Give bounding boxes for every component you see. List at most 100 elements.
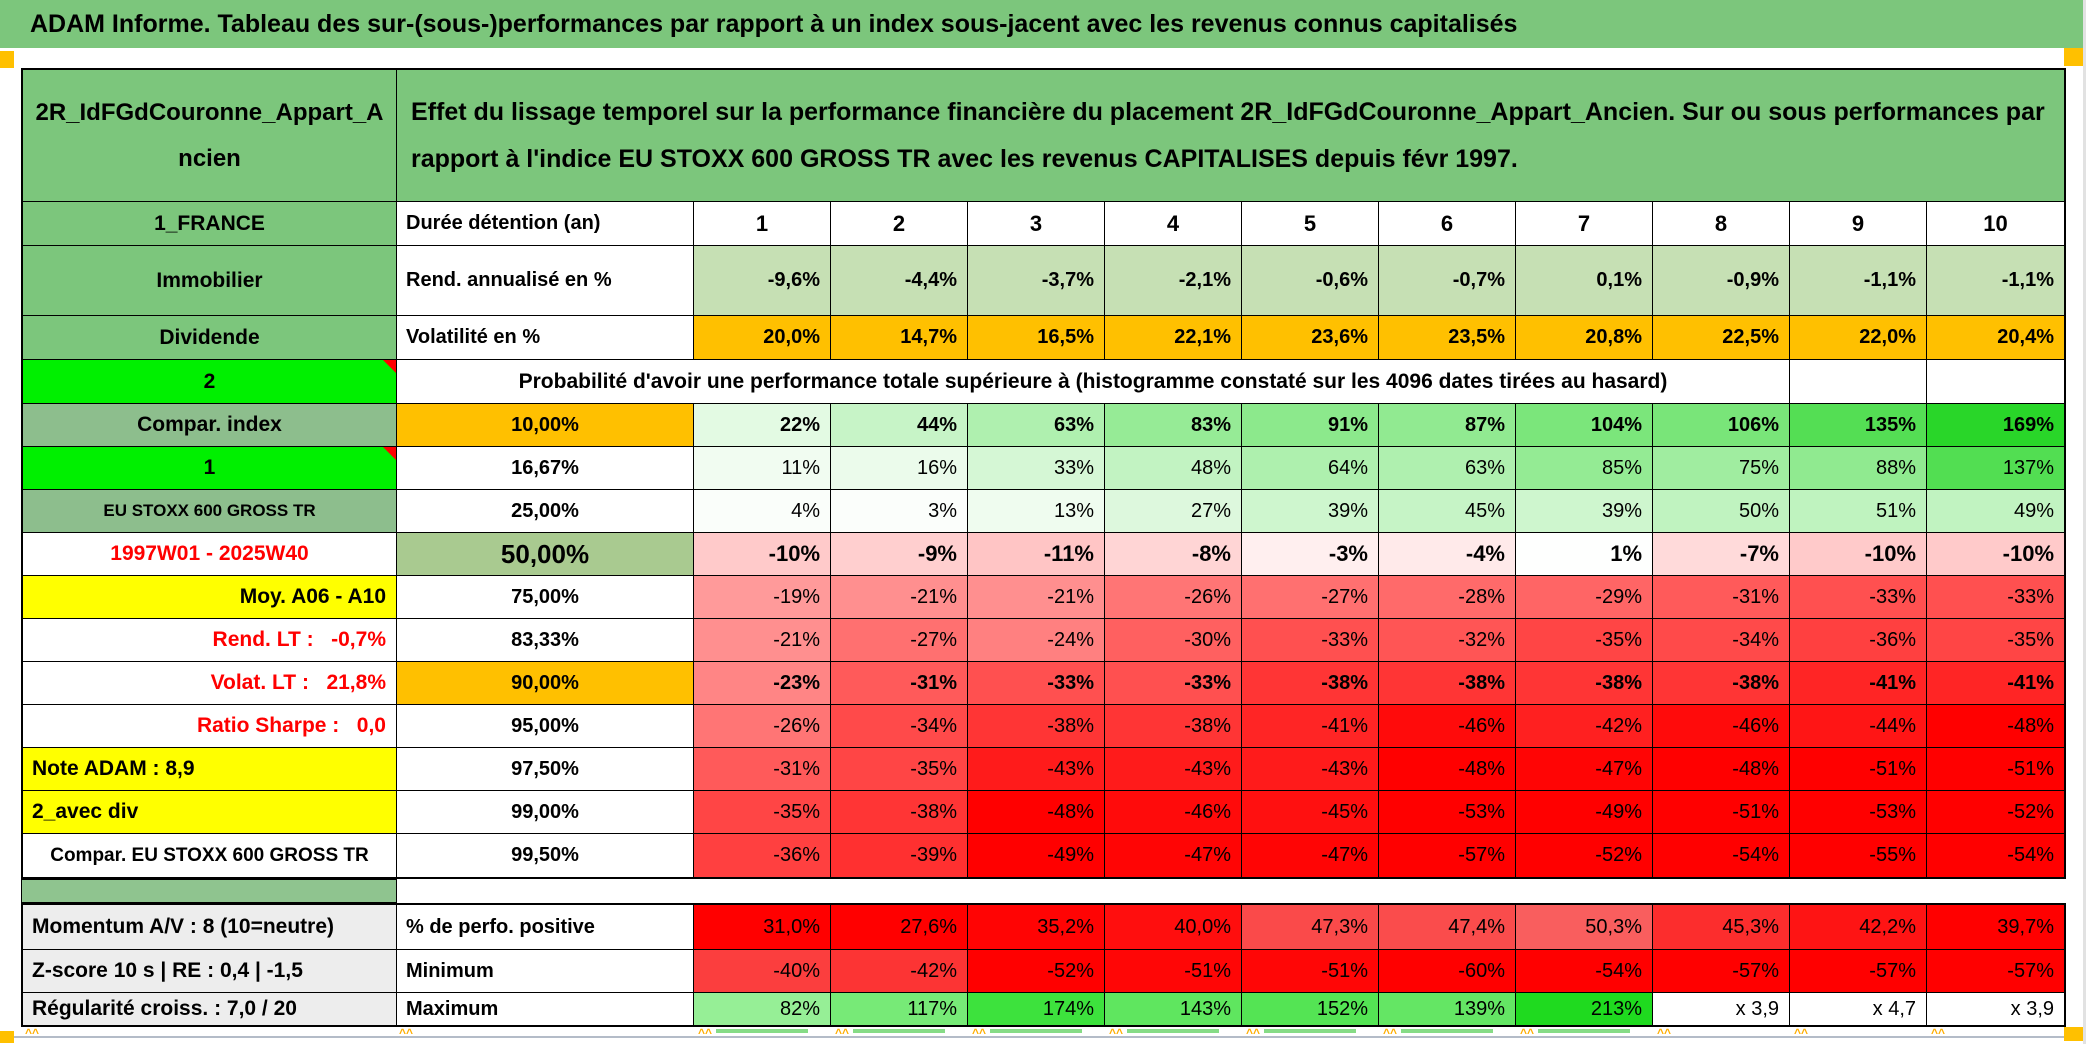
value-cell[interactable]: -10% xyxy=(694,533,831,575)
value-cell[interactable]: 10 xyxy=(1927,202,2064,245)
value-cell[interactable]: -57% xyxy=(1379,834,1516,877)
value-cell[interactable]: -21% xyxy=(968,576,1105,618)
value-cell[interactable]: 22,0% xyxy=(1790,316,1927,359)
metric-label-cell[interactable]: 10,00% xyxy=(397,404,694,446)
value-cell[interactable]: -54% xyxy=(1927,834,2064,877)
value-cell[interactable]: 64% xyxy=(1242,447,1379,489)
value-cell[interactable]: -57% xyxy=(1790,950,1927,992)
value-cell[interactable]: -43% xyxy=(968,748,1105,790)
value-cell[interactable]: -48% xyxy=(1379,748,1516,790)
value-cell[interactable]: -34% xyxy=(1653,619,1790,661)
value-cell[interactable]: 45% xyxy=(1379,490,1516,532)
value-cell[interactable]: 4% xyxy=(694,490,831,532)
value-cell[interactable]: 20,8% xyxy=(1516,316,1653,359)
value-cell[interactable]: 1% xyxy=(1516,533,1653,575)
value-cell[interactable]: 63% xyxy=(968,404,1105,446)
value-cell[interactable]: 50,3% xyxy=(1516,905,1653,949)
row-label-cell[interactable]: 2_avec div xyxy=(23,791,397,833)
row-label-cell[interactable]: Z-score 10 s | RE : 0,4 | -1,5 xyxy=(23,950,397,992)
value-cell[interactable]: 27% xyxy=(1105,490,1242,532)
value-cell[interactable]: 23,6% xyxy=(1242,316,1379,359)
value-cell[interactable]: -51% xyxy=(1242,950,1379,992)
value-cell[interactable]: -39% xyxy=(831,834,968,877)
value-cell[interactable]: -3% xyxy=(1242,533,1379,575)
row-label-cell[interactable]: Ratio Sharpe : 0,0 xyxy=(23,705,397,747)
value-cell[interactable]: 143% xyxy=(1105,993,1242,1025)
value-cell[interactable]: -52% xyxy=(1516,834,1653,877)
value-cell[interactable]: 82% xyxy=(694,993,831,1025)
value-cell[interactable]: 9 xyxy=(1790,202,1927,245)
row-label-cell[interactable]: Dividende xyxy=(23,316,397,359)
metric-label-cell[interactable]: 99,00% xyxy=(397,791,694,833)
value-cell[interactable]: -38% xyxy=(1379,662,1516,704)
value-cell[interactable]: -21% xyxy=(694,619,831,661)
value-cell[interactable]: 139% xyxy=(1379,993,1516,1025)
value-cell[interactable]: -43% xyxy=(1242,748,1379,790)
value-cell[interactable]: -46% xyxy=(1379,705,1516,747)
value-cell[interactable]: -26% xyxy=(694,705,831,747)
value-cell[interactable]: 83% xyxy=(1105,404,1242,446)
value-cell[interactable]: -42% xyxy=(831,950,968,992)
value-cell[interactable]: 87% xyxy=(1379,404,1516,446)
value-cell[interactable]: -38% xyxy=(1653,662,1790,704)
value-cell[interactable]: 75% xyxy=(1653,447,1790,489)
value-cell[interactable]: 14,7% xyxy=(831,316,968,359)
value-cell[interactable]: 135% xyxy=(1790,404,1927,446)
metric-label-cell[interactable]: Maximum xyxy=(397,993,694,1025)
value-cell[interactable]: -31% xyxy=(831,662,968,704)
value-cell[interactable]: -4% xyxy=(1379,533,1516,575)
value-cell[interactable]: -19% xyxy=(694,576,831,618)
value-cell[interactable]: 2 xyxy=(831,202,968,245)
value-cell[interactable]: 8 xyxy=(1653,202,1790,245)
empty-cell[interactable] xyxy=(1927,360,2064,403)
metric-label-cell[interactable]: 16,67% xyxy=(397,447,694,489)
row-label-cell[interactable]: 2 xyxy=(23,360,397,403)
value-cell[interactable]: 3 xyxy=(968,202,1105,245)
value-cell[interactable]: 44% xyxy=(831,404,968,446)
value-cell[interactable]: -47% xyxy=(1516,748,1653,790)
row-label-cell[interactable]: EU STOXX 600 GROSS TR xyxy=(23,490,397,532)
value-cell[interactable]: -31% xyxy=(694,748,831,790)
value-cell[interactable]: -51% xyxy=(1790,748,1927,790)
value-cell[interactable]: 104% xyxy=(1516,404,1653,446)
value-cell[interactable]: -32% xyxy=(1379,619,1516,661)
value-cell[interactable]: 22% xyxy=(694,404,831,446)
value-cell[interactable]: -9,6% xyxy=(694,246,831,315)
value-cell[interactable]: -42% xyxy=(1516,705,1653,747)
value-cell[interactable]: 23,5% xyxy=(1379,316,1516,359)
value-cell[interactable]: 51% xyxy=(1790,490,1927,532)
value-cell[interactable]: 49% xyxy=(1927,490,2064,532)
value-cell[interactable]: 85% xyxy=(1516,447,1653,489)
value-cell[interactable]: x 4,7 xyxy=(1790,993,1927,1025)
value-cell[interactable]: -51% xyxy=(1653,791,1790,833)
row-label-cell[interactable]: 1 xyxy=(23,447,397,489)
value-cell[interactable]: 91% xyxy=(1242,404,1379,446)
value-cell[interactable]: -26% xyxy=(1105,576,1242,618)
value-cell[interactable]: 42,2% xyxy=(1790,905,1927,949)
value-cell[interactable]: -44% xyxy=(1790,705,1927,747)
value-cell[interactable]: -1,1% xyxy=(1927,246,2064,315)
separator-cell[interactable] xyxy=(21,879,397,903)
value-cell[interactable]: -47% xyxy=(1242,834,1379,877)
value-cell[interactable]: -21% xyxy=(831,576,968,618)
value-cell[interactable]: 169% xyxy=(1927,404,2064,446)
value-cell[interactable]: -34% xyxy=(831,705,968,747)
value-cell[interactable]: -38% xyxy=(1105,705,1242,747)
value-cell[interactable]: -53% xyxy=(1790,791,1927,833)
value-cell[interactable]: -35% xyxy=(1516,619,1653,661)
value-cell[interactable]: -3,7% xyxy=(968,246,1105,315)
value-cell[interactable]: -38% xyxy=(1516,662,1653,704)
value-cell[interactable]: -35% xyxy=(694,791,831,833)
value-cell[interactable]: -41% xyxy=(1927,662,2064,704)
value-cell[interactable]: -49% xyxy=(968,834,1105,877)
value-cell[interactable]: 39,7% xyxy=(1927,905,2064,949)
row-label-cell[interactable]: Immobilier xyxy=(23,246,397,315)
row-label-cell[interactable]: Momentum A/V : 8 (10=neutre) xyxy=(23,905,397,949)
value-cell[interactable]: -7% xyxy=(1653,533,1790,575)
value-cell[interactable]: 3% xyxy=(831,490,968,532)
value-cell[interactable]: 1 xyxy=(694,202,831,245)
value-cell[interactable]: -29% xyxy=(1516,576,1653,618)
row-label-cell[interactable]: Note ADAM : 8,9 xyxy=(23,748,397,790)
metric-label-cell[interactable]: 75,00% xyxy=(397,576,694,618)
value-cell[interactable]: -33% xyxy=(1790,576,1927,618)
